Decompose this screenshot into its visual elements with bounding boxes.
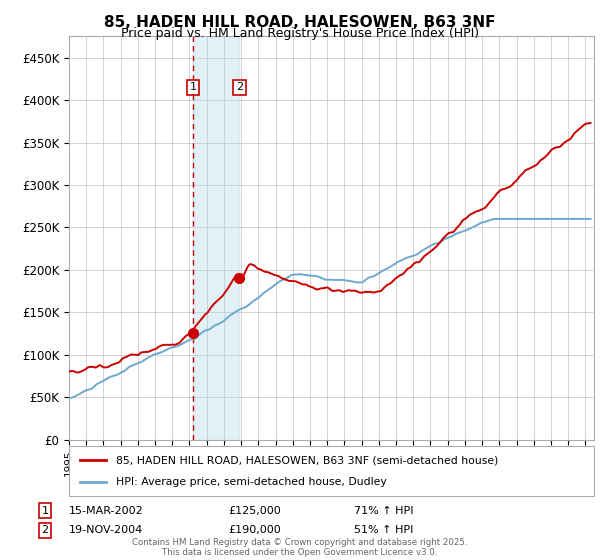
Text: £125,000: £125,000	[228, 506, 281, 516]
Text: 85, HADEN HILL ROAD, HALESOWEN, B63 3NF: 85, HADEN HILL ROAD, HALESOWEN, B63 3NF	[104, 15, 496, 30]
Text: 1: 1	[190, 82, 196, 92]
Text: 1: 1	[41, 506, 49, 516]
Text: 2: 2	[236, 82, 243, 92]
Text: 2: 2	[41, 525, 49, 535]
Text: HPI: Average price, semi-detached house, Dudley: HPI: Average price, semi-detached house,…	[116, 477, 387, 487]
Text: 51% ↑ HPI: 51% ↑ HPI	[354, 525, 413, 535]
Text: £190,000: £190,000	[228, 525, 281, 535]
Text: 71% ↑ HPI: 71% ↑ HPI	[354, 506, 413, 516]
Bar	[193, 36, 239, 440]
Text: Price paid vs. HM Land Registry's House Price Index (HPI): Price paid vs. HM Land Registry's House …	[121, 27, 479, 40]
Text: 85, HADEN HILL ROAD, HALESOWEN, B63 3NF (semi-detached house): 85, HADEN HILL ROAD, HALESOWEN, B63 3NF …	[116, 455, 499, 465]
Text: 15-MAR-2002: 15-MAR-2002	[69, 506, 144, 516]
Text: 19-NOV-2004: 19-NOV-2004	[69, 525, 143, 535]
Text: Contains HM Land Registry data © Crown copyright and database right 2025.
This d: Contains HM Land Registry data © Crown c…	[132, 538, 468, 557]
FancyBboxPatch shape	[69, 446, 594, 496]
